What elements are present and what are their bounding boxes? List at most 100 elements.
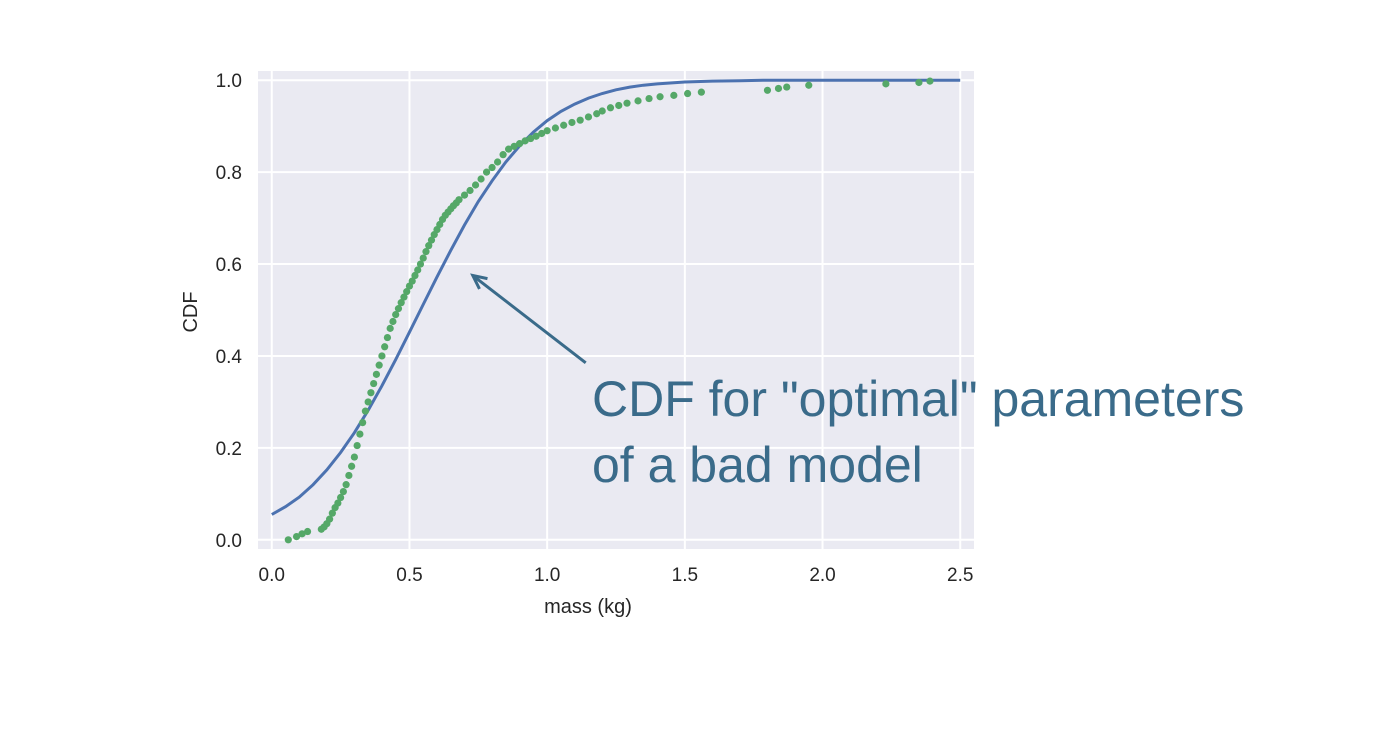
- data-point: [783, 83, 791, 91]
- data-point: [568, 118, 576, 127]
- x-axis-label: mass (kg): [544, 596, 632, 618]
- data-point: [774, 84, 783, 93]
- data-point: [477, 175, 485, 183]
- data-point: [375, 361, 383, 369]
- x-tick-label: 0.0: [259, 565, 285, 586]
- data-point: [425, 242, 433, 250]
- data-point: [543, 127, 551, 135]
- annotation-arrowhead: [470, 273, 488, 290]
- data-point: [303, 527, 312, 536]
- data-point: [381, 343, 389, 351]
- data-point: [339, 487, 347, 496]
- data-point: [370, 379, 378, 388]
- data-point: [598, 107, 606, 115]
- data-point: [326, 515, 334, 523]
- data-point: [606, 104, 615, 112]
- annotation-text-line-2: of a bad model: [592, 437, 923, 493]
- data-point: [342, 481, 350, 489]
- data-point: [400, 293, 408, 301]
- data-point: [584, 113, 593, 121]
- data-point: [455, 196, 463, 204]
- data-point: [359, 419, 367, 427]
- annotation-arrow: [471, 274, 587, 365]
- data-point: [411, 271, 419, 280]
- data-point: [386, 324, 394, 332]
- y-axis-label: CDF: [180, 291, 202, 332]
- x-tick-label: 1.0: [534, 565, 560, 586]
- x-tick-label: 0.5: [396, 565, 422, 586]
- data-point: [763, 86, 772, 94]
- data-point: [292, 532, 301, 541]
- data-point: [378, 352, 386, 360]
- data-point: [284, 536, 292, 544]
- data-point: [389, 317, 397, 326]
- data-point: [505, 145, 513, 153]
- y-tick-labels: 0.0 0.2 0.4 0.6 0.8 1.0: [216, 71, 243, 552]
- data-point: [670, 91, 678, 99]
- data-point: [697, 88, 705, 96]
- x-tick-label: 2.0: [809, 565, 835, 586]
- data-point: [361, 407, 369, 415]
- y-tick-label: 0.6: [216, 255, 242, 276]
- data-point: [634, 97, 642, 105]
- annotation-text-line-1: CDF for "optimal" parameters: [592, 371, 1244, 427]
- data-point: [488, 163, 496, 172]
- data-point: [416, 260, 425, 268]
- data-point: [926, 77, 934, 85]
- data-point: [805, 81, 813, 89]
- y-tick-label: 0.8: [216, 163, 242, 184]
- data-point: [394, 305, 403, 313]
- x-tick-label: 2.5: [947, 565, 973, 586]
- data-point: [493, 158, 502, 166]
- data-point: [334, 499, 342, 507]
- y-tick-label: 0.4: [216, 347, 243, 368]
- data-point: [560, 121, 568, 129]
- data-point: [397, 299, 405, 307]
- data-point: [527, 134, 535, 143]
- data-point: [532, 132, 540, 140]
- data-point: [516, 140, 524, 148]
- data-point: [684, 89, 692, 98]
- data-point: [499, 151, 507, 159]
- data-point: [367, 389, 375, 397]
- data-point: [882, 80, 890, 88]
- data-point: [593, 110, 601, 118]
- data-point: [392, 310, 400, 319]
- data-point: [356, 430, 364, 438]
- data-point: [419, 254, 427, 262]
- x-tick-label: 1.5: [672, 565, 698, 586]
- data-point: [350, 453, 358, 461]
- data-point: [345, 471, 353, 480]
- data-point: [645, 94, 653, 103]
- data-point: [422, 248, 430, 256]
- y-tick-label: 1.0: [216, 71, 242, 92]
- data-point: [383, 333, 392, 342]
- data-point: [521, 137, 529, 145]
- data-point: [615, 101, 623, 110]
- data-point: [915, 78, 923, 87]
- data-point: [427, 236, 436, 244]
- plot-area: [258, 71, 974, 549]
- data-point: [510, 142, 518, 150]
- data-point: [656, 93, 664, 101]
- grid-vertical: [270, 71, 962, 549]
- x-tick-labels: 0.0 0.5 1.0 1.5 2.0 2.5: [259, 565, 974, 586]
- data-point: [298, 530, 306, 538]
- data-point: [466, 186, 474, 195]
- data-point: [337, 493, 345, 502]
- annotation: CDF for "optimal" parameters of a bad mo…: [470, 273, 1244, 493]
- data-point: [353, 441, 361, 450]
- y-tick-label: 0.0: [216, 531, 242, 552]
- data-point: [408, 277, 416, 285]
- y-tick-label: 0.2: [216, 439, 242, 460]
- data-point: [372, 370, 381, 378]
- data-point: [538, 129, 546, 138]
- data-point: [576, 116, 584, 124]
- data-point: [414, 266, 422, 274]
- data-point: [328, 509, 336, 517]
- data-points-series: [284, 77, 934, 544]
- data-point: [482, 168, 491, 176]
- data-point: [551, 124, 560, 132]
- data-point: [364, 398, 372, 406]
